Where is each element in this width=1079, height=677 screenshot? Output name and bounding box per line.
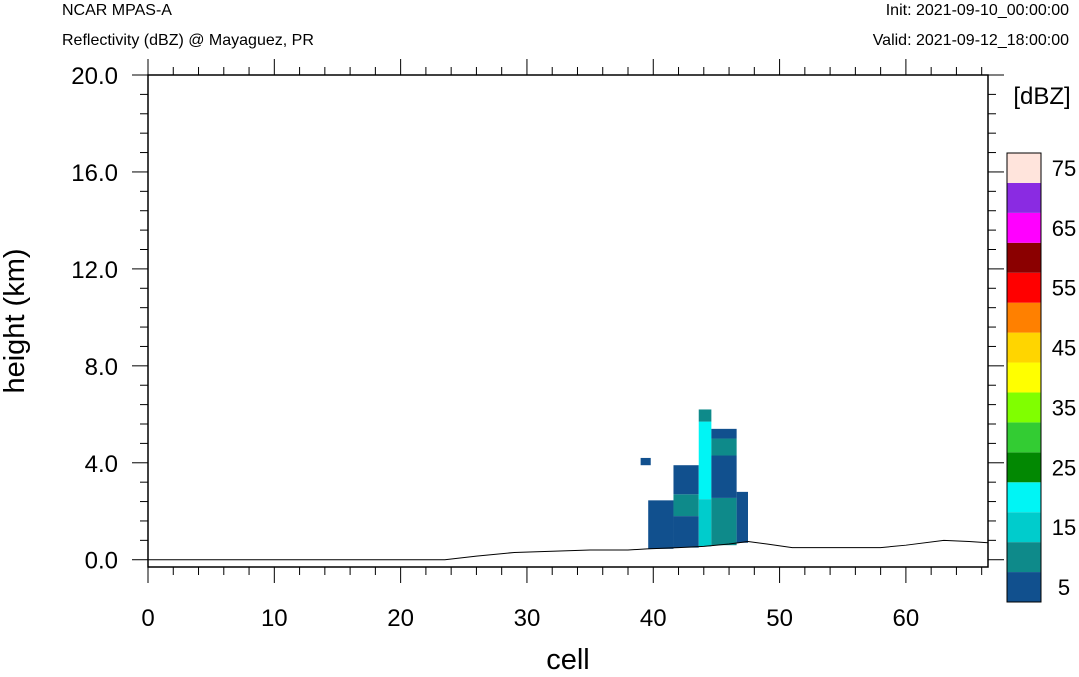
field-subtitle: Reflectivity (dBZ) @ Mayaguez, PR	[62, 32, 314, 49]
colorbar-swatch	[1007, 182, 1041, 213]
x-tick-label: 20	[387, 605, 414, 632]
colorbar-swatch	[1007, 542, 1041, 573]
y-axis-label: height (km)	[0, 248, 31, 393]
y-tick-labels: 0.0 4.0 8.0 12.0 16.0 20.0	[71, 63, 118, 575]
colorbar: 5 15 25 35 45 55 65 75	[1006, 152, 1076, 603]
y-tick-label: 16.0	[71, 160, 118, 187]
colorbar-frame	[1006, 152, 1042, 603]
colorbar-tick-label: 65	[1052, 216, 1076, 241]
colorbar-swatch	[1007, 362, 1041, 393]
y-tick-label: 20.0	[71, 63, 118, 90]
colorbar-swatch	[1007, 302, 1041, 333]
reflectivity-cell	[698, 409, 712, 422]
colorbar-tick-label: 45	[1052, 336, 1076, 361]
axis-ticks	[132, 59, 1004, 583]
colorbar-tick-label: 55	[1052, 276, 1076, 301]
model-title: NCAR MPAS-A	[62, 2, 172, 19]
x-tick-label: 30	[514, 605, 541, 632]
colorbar-tick-label: 35	[1052, 395, 1076, 420]
colorbar-swatch	[1007, 572, 1041, 602]
colorbar-swatch	[1007, 332, 1041, 363]
colorbar-swatch	[1007, 482, 1041, 513]
x-tick-label: 0	[141, 605, 154, 632]
reflectivity-cells	[640, 409, 748, 549]
colorbar-tick-label: 75	[1052, 156, 1076, 181]
plot-frame	[147, 74, 989, 568]
y-tick-label: 4.0	[85, 451, 118, 478]
reflectivity-cell	[711, 438, 737, 456]
x-tick-label: 40	[640, 605, 667, 632]
reflectivity-cell	[648, 500, 674, 549]
colorbar-swatch	[1007, 242, 1041, 273]
reflectivity-cell	[673, 494, 699, 517]
colorbar-swatch	[1007, 272, 1041, 303]
valid-time: Valid: 2021-09-12_18:00:00	[872, 32, 1069, 49]
reflectivity-cell	[698, 499, 712, 547]
colorbar-tick-label: 15	[1052, 515, 1076, 540]
colorbar-swatch	[1007, 452, 1041, 483]
colorbar-tick-label: 5	[1058, 575, 1070, 600]
reflectivity-cell	[673, 465, 699, 495]
colorbar-swatch	[1007, 212, 1041, 243]
reflectivity-cell	[673, 516, 699, 548]
x-tick-labels: 0 10 20 30 40 50 60	[141, 605, 919, 632]
terrain-line	[148, 539, 989, 561]
x-tick-label: 60	[893, 605, 920, 632]
reflectivity-cell	[640, 457, 651, 466]
reflectivity-cell	[711, 497, 737, 546]
reflectivity-cell	[736, 491, 748, 543]
colorbar-swatch	[1007, 422, 1041, 453]
terrain-polyline	[148, 539, 989, 561]
reflectivity-cell	[711, 455, 737, 498]
colorbar-tick-label: 25	[1052, 455, 1076, 480]
y-tick-label: 12.0	[71, 257, 118, 284]
colorbar-swatch	[1007, 392, 1041, 423]
x-tick-label: 10	[261, 605, 288, 632]
reflectivity-cell	[698, 421, 712, 500]
colorbar-unit-label: [dBZ]	[1013, 83, 1070, 110]
reflectivity-cell	[711, 428, 737, 439]
y-tick-label: 8.0	[85, 354, 118, 381]
x-tick-label: 50	[766, 605, 793, 632]
init-time: Init: 2021-09-10_00:00:00	[885, 2, 1069, 19]
colorbar-swatch	[1007, 512, 1041, 543]
colorbar-swatch	[1007, 153, 1041, 183]
x-axis-label: cell	[546, 644, 590, 676]
y-tick-label: 0.0	[85, 548, 118, 575]
